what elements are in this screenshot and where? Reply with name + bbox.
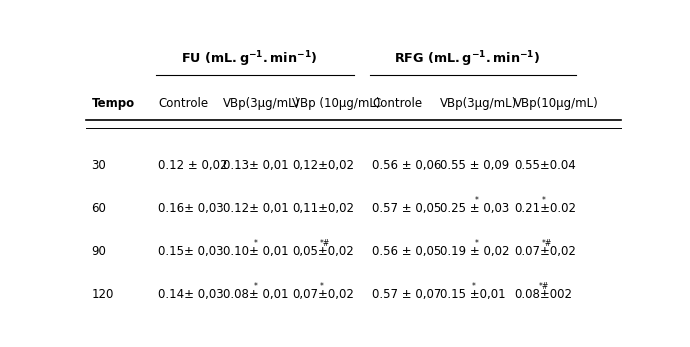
Text: 0.13± 0,01: 0.13± 0,01 — [223, 159, 288, 172]
Text: *#: *# — [539, 282, 549, 291]
Text: 0.14± 0,03: 0.14± 0,03 — [159, 288, 224, 301]
Text: 0.08± 0,01: 0.08± 0,01 — [223, 288, 288, 301]
Text: *: * — [254, 282, 257, 291]
Text: 0.19 ± 0,02: 0.19 ± 0,02 — [440, 245, 510, 258]
Text: VBp(10μg/mL): VBp(10μg/mL) — [514, 96, 599, 110]
Text: *: * — [254, 239, 257, 248]
Text: FU (mL$\mathbf{.g^{-1}.min^{-1}}$): FU (mL$\mathbf{.g^{-1}.min^{-1}}$) — [181, 49, 317, 69]
Text: Controle: Controle — [159, 96, 208, 110]
Text: RFG (mL$\mathbf{.g^{-1}.min^{-1}}$): RFG (mL$\mathbf{.g^{-1}.min^{-1}}$) — [394, 49, 540, 69]
Text: 0.57 ± 0,07: 0.57 ± 0,07 — [373, 288, 442, 301]
Text: *: * — [320, 282, 324, 291]
Text: 0,11±0,02: 0,11±0,02 — [292, 202, 354, 215]
Text: 120: 120 — [92, 288, 114, 301]
Text: VBp (10μg/mL): VBp (10μg/mL) — [292, 96, 381, 110]
Text: 0.15± 0,03: 0.15± 0,03 — [159, 245, 224, 258]
Text: 0.56 ± 0,06: 0.56 ± 0,06 — [373, 159, 442, 172]
Text: *#: *# — [542, 239, 552, 248]
Text: 0.56 ± 0,05: 0.56 ± 0,05 — [373, 245, 442, 258]
Text: 0.21±0.02: 0.21±0.02 — [514, 202, 576, 215]
Text: Controle: Controle — [373, 96, 422, 110]
Text: 60: 60 — [92, 202, 106, 215]
Text: 30: 30 — [92, 159, 106, 172]
Text: *: * — [542, 196, 546, 205]
Text: *: * — [471, 282, 475, 291]
Text: 0.25 ± 0,03: 0.25 ± 0,03 — [440, 202, 509, 215]
Text: *#: *# — [320, 239, 331, 248]
Text: 0.08±002: 0.08±002 — [514, 288, 572, 301]
Text: VBp(3μg/mL): VBp(3μg/mL) — [440, 96, 518, 110]
Text: 0.16± 0,03: 0.16± 0,03 — [159, 202, 224, 215]
Text: *: * — [474, 239, 478, 248]
Text: 0.15 ±0,01: 0.15 ±0,01 — [440, 288, 506, 301]
Text: 0.10± 0,01: 0.10± 0,01 — [223, 245, 288, 258]
Text: 0.57 ± 0,05: 0.57 ± 0,05 — [373, 202, 442, 215]
Text: VBp(3μg/mL): VBp(3μg/mL) — [223, 96, 300, 110]
Text: 0,07±0,02: 0,07±0,02 — [292, 288, 354, 301]
Text: 0.55±0.04: 0.55±0.04 — [514, 159, 575, 172]
Text: 0.07±0,02: 0.07±0,02 — [514, 245, 576, 258]
Text: 0.12 ± 0,02: 0.12 ± 0,02 — [159, 159, 228, 172]
Text: 0,12±0,02: 0,12±0,02 — [292, 159, 354, 172]
Text: *: * — [474, 196, 478, 205]
Text: 0,05±0,02: 0,05±0,02 — [292, 245, 354, 258]
Text: Tempo: Tempo — [92, 96, 135, 110]
Text: 90: 90 — [92, 245, 106, 258]
Text: 0.12± 0,01: 0.12± 0,01 — [223, 202, 288, 215]
Text: 0.55 ± 0,09: 0.55 ± 0,09 — [440, 159, 509, 172]
